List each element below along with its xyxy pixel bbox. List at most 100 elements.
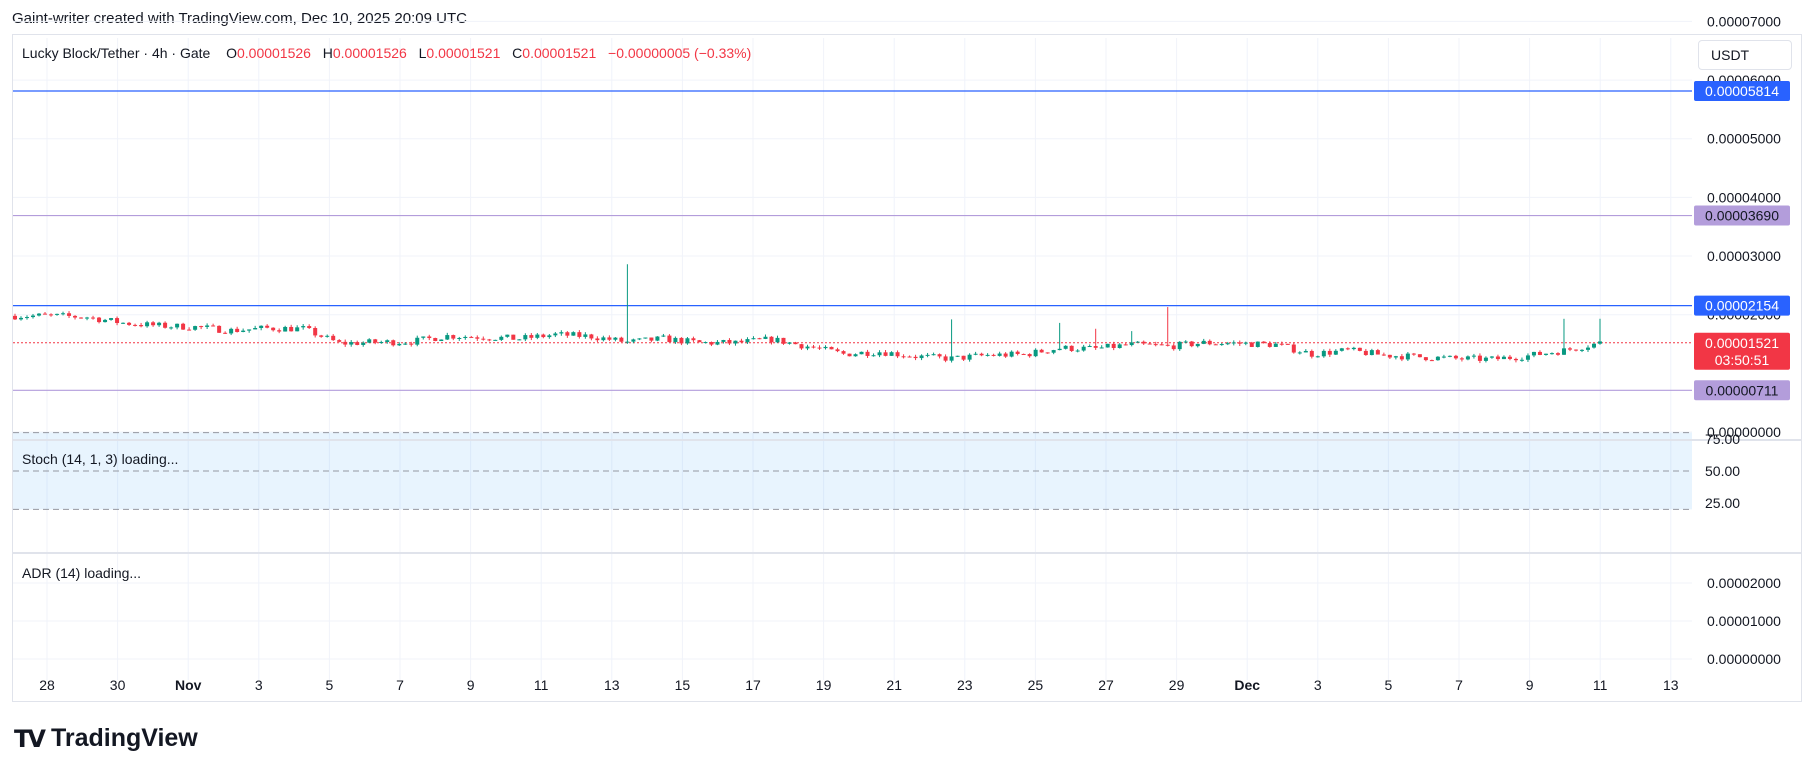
price-tick-label: 0.00004000 <box>1707 189 1781 205</box>
candle-body <box>1045 352 1050 354</box>
low-value: 0.00001521 <box>426 45 501 61</box>
candle-body <box>1591 343 1596 348</box>
symbol-label[interactable]: Lucky Block/Tether · 4h · Gate <box>22 45 211 61</box>
candle-body <box>1249 342 1254 347</box>
price-level-label: 0.00002154 <box>1705 298 1779 314</box>
time-tick-label: 5 <box>1385 677 1393 693</box>
stoch-title[interactable]: Stoch (14, 1, 3) loading... <box>22 451 179 467</box>
time-tick-label: 13 <box>1663 677 1679 693</box>
candle-body <box>493 339 498 341</box>
candle-body <box>223 332 228 334</box>
candle-body <box>865 351 870 356</box>
candle-body <box>1051 350 1056 353</box>
chart-credit: Gaint-writer created with TradingView.co… <box>12 10 467 27</box>
candle-body <box>1489 356 1494 358</box>
brand-name: TradingView <box>50 724 198 752</box>
candle-body <box>841 351 846 354</box>
time-tick-label: 27 <box>1098 677 1114 693</box>
grid <box>13 20 1692 680</box>
candle-body <box>1177 341 1182 350</box>
candle-body <box>1093 346 1098 348</box>
candle-body <box>1309 350 1314 357</box>
time-tick-label: 30 <box>110 677 126 693</box>
candle-body <box>847 353 852 357</box>
candle-body <box>247 329 252 331</box>
candle-body <box>793 342 798 345</box>
candle-body <box>1417 354 1422 358</box>
candle-body <box>685 338 690 344</box>
candle-body <box>1399 356 1404 360</box>
candle-body <box>301 326 306 328</box>
candle-body <box>403 343 408 345</box>
candle-body <box>991 354 996 356</box>
currency-button[interactable]: USDT <box>1698 40 1792 70</box>
candle-body <box>937 354 942 357</box>
candle-body <box>913 356 918 359</box>
time-tick-label: 17 <box>745 677 761 693</box>
candle-body <box>1507 356 1512 359</box>
candle-body <box>967 354 972 360</box>
candle-body <box>1441 356 1446 358</box>
candle-body <box>61 313 66 315</box>
countdown-label: 03:50:51 <box>1715 352 1770 368</box>
candle-body <box>1171 345 1176 350</box>
time-tick-label: 21 <box>886 677 902 693</box>
candle-body <box>1129 342 1134 346</box>
candle-body <box>415 337 420 345</box>
candle-body <box>1285 343 1290 345</box>
candle-body <box>37 313 42 316</box>
candle-body <box>1381 354 1386 356</box>
candle-body <box>1141 341 1146 344</box>
candle-body <box>13 315 17 320</box>
candle-body <box>361 342 366 345</box>
tradingview-logo-icon: TV <box>14 724 46 753</box>
candle-body <box>475 337 480 339</box>
time-axis: 28 30 Nov 3 5 7 9 11 13 15 17 19 21 23 25 27 29 Dec 3 5 7 9 11… <box>39 677 1679 693</box>
candle-body <box>511 334 516 340</box>
candle-body <box>547 335 552 338</box>
candle-body <box>151 322 156 326</box>
adr-tick-label: 0.00002000 <box>1707 575 1781 591</box>
time-tick-label: 23 <box>957 677 973 693</box>
candle-body <box>85 317 90 319</box>
candle-body <box>19 317 24 320</box>
candle-body <box>811 346 816 348</box>
candle-body <box>619 337 624 342</box>
candle-body <box>1387 354 1392 358</box>
candle-body <box>1459 358 1464 360</box>
candle-body <box>307 326 312 329</box>
candle-body <box>1237 342 1242 344</box>
candle-body <box>889 352 894 356</box>
candle-body <box>91 317 96 319</box>
candle-body <box>229 328 234 334</box>
candle-body <box>1573 349 1578 351</box>
tradingview-logo[interactable]: TV TradingView <box>14 724 198 753</box>
candle-body <box>901 356 906 358</box>
candle-body <box>1561 348 1566 355</box>
low-label: L <box>418 45 427 61</box>
time-tick-label: 19 <box>816 677 832 693</box>
candle-body <box>181 323 186 330</box>
stoch-band <box>13 432 1692 510</box>
candle-body <box>979 353 984 356</box>
candle-body <box>919 355 924 359</box>
adr-tick-label: 0.00000000 <box>1707 651 1781 667</box>
candle-body <box>367 339 372 343</box>
horizontal-lines <box>13 90 1692 391</box>
candle-body <box>391 340 396 346</box>
candle-body <box>649 337 654 341</box>
candle-body <box>235 328 240 332</box>
candle-body <box>859 351 864 355</box>
candle-body <box>355 342 360 345</box>
adr-title[interactable]: ADR (14) loading... <box>22 565 142 581</box>
candle-body <box>541 334 546 338</box>
candle-body <box>1261 341 1266 344</box>
candle-body <box>895 352 900 357</box>
candle-body <box>1087 346 1092 348</box>
candle-body <box>871 355 876 357</box>
candle-body <box>439 339 444 342</box>
time-tick-label: 13 <box>604 677 620 693</box>
candle-body <box>427 336 432 339</box>
candle-body <box>1321 350 1326 357</box>
